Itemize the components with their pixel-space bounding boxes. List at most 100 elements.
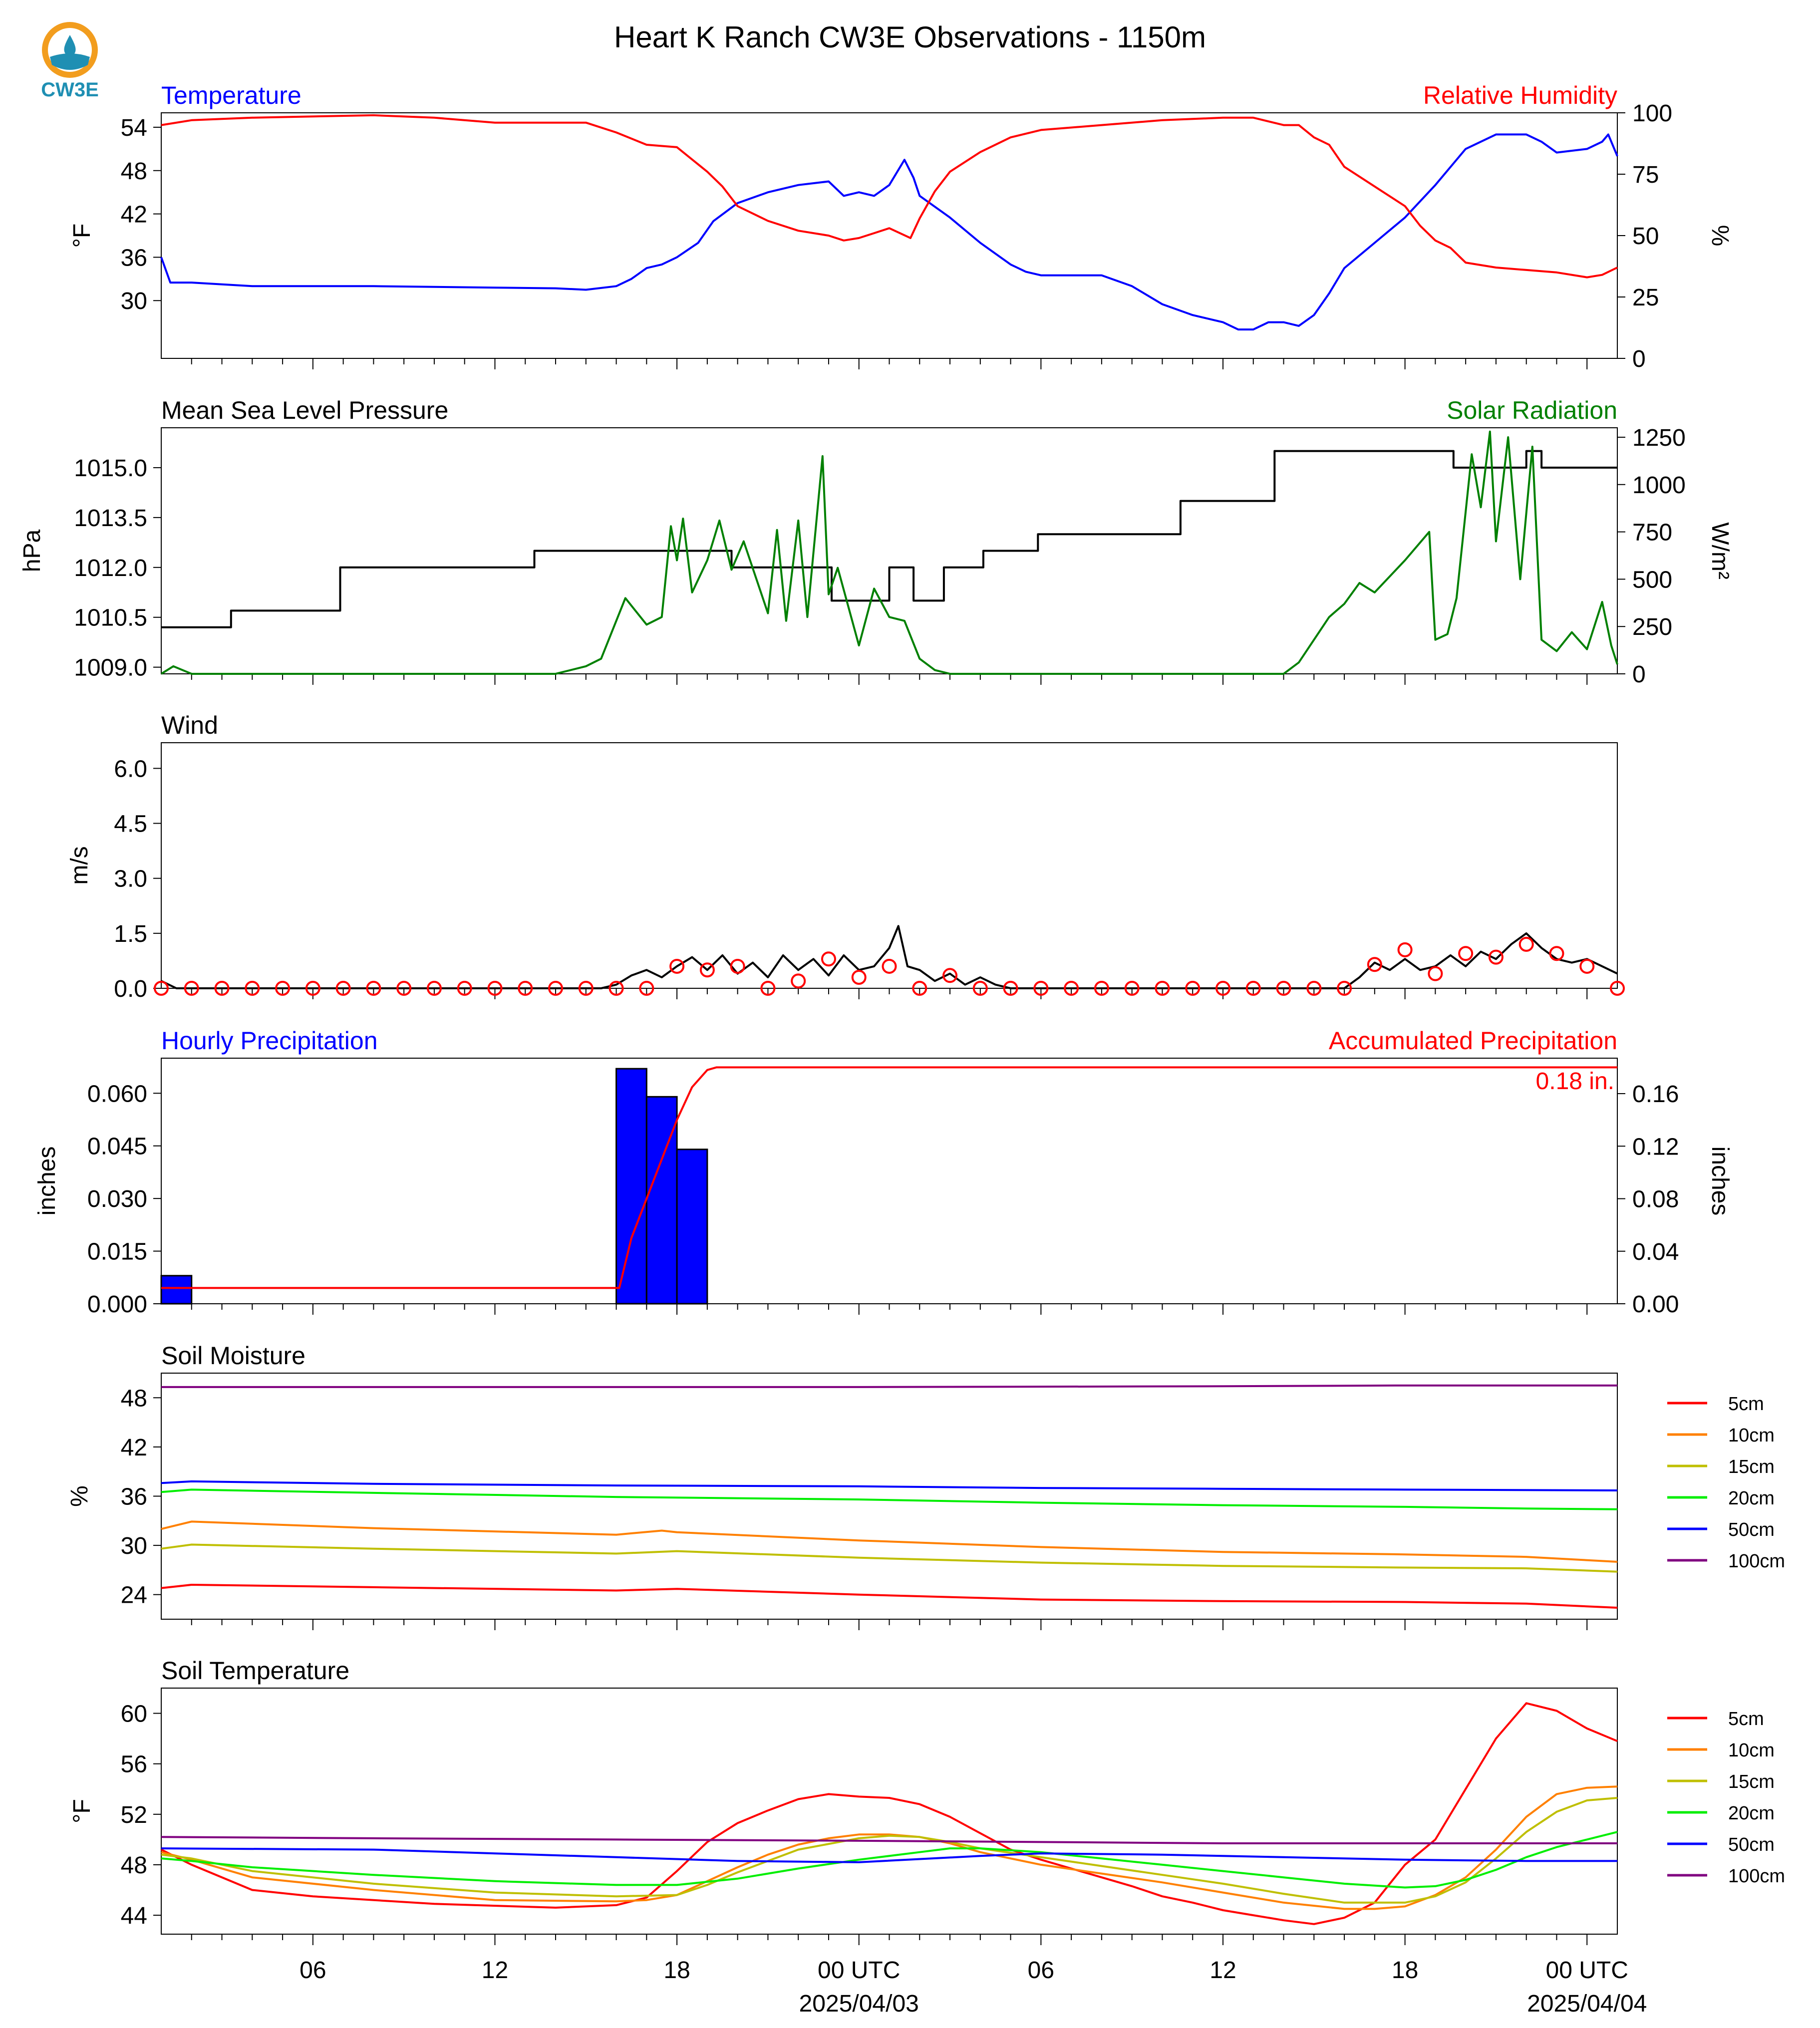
precip-bar: [160, 1275, 193, 1305]
y-axis-label: °F: [69, 224, 95, 248]
precip-bar: [615, 1068, 647, 1305]
y-tick-label: 36: [121, 1484, 147, 1510]
wind-marker: [426, 981, 442, 996]
y-tick-right-label: 0.16: [1632, 1081, 1679, 1108]
x-tick-label: 00 UTC: [818, 1957, 900, 1984]
wind-marker: [1397, 942, 1413, 957]
wind-marker: [1518, 936, 1534, 952]
y-tick-right-label: 500: [1632, 567, 1672, 593]
series-line-temperature: [160, 133, 1618, 331]
wind-marker: [1245, 981, 1261, 996]
wind-marker: [791, 973, 806, 989]
legend-label: 5cm: [1728, 1709, 1764, 1730]
wind-marker: [366, 981, 381, 996]
wind-marker: [1124, 981, 1140, 996]
series-line-5cm: [161, 1584, 1618, 1609]
y-tick-label: 30: [121, 288, 147, 314]
series-line-100cm: [161, 1836, 1617, 1844]
y-tick-label: 1.5: [114, 921, 147, 947]
wind-marker: [1185, 981, 1201, 996]
legend-label: 20cm: [1728, 1488, 1775, 1509]
panel-1: Temperature Relative Humidity 54 48 42 36 30 10…: [69, 81, 1733, 372]
x-tick-label: 18: [1392, 1957, 1418, 1984]
series-line-100cm: [161, 1384, 1617, 1388]
wind-marker: [1488, 949, 1504, 965]
wind-marker: [1003, 981, 1018, 996]
y-tick-right-label: 250: [1632, 614, 1672, 640]
y-tick-right-label: 0.12: [1632, 1134, 1679, 1160]
panel-right-title: Accumulated Precipitation: [1329, 1027, 1617, 1055]
wind-marker: [1458, 946, 1474, 961]
series-line-10cm: [161, 1785, 1618, 1910]
wind-marker: [396, 981, 412, 996]
precip-bar: [676, 1149, 708, 1305]
panel-right-title: Relative Humidity: [1423, 81, 1617, 109]
logo-drop-icon: [42, 22, 98, 78]
y-tick-label: 42: [121, 1435, 147, 1461]
legend-label: 50cm: [1728, 1519, 1775, 1540]
series-line-15cm: [161, 1543, 1618, 1573]
y-tick-label: 48: [121, 1852, 147, 1879]
x-tick-label: 06: [1028, 1957, 1054, 1984]
panel-3: Wind 6.0 4.5 3.0 1.5 0.0 m/s: [66, 711, 1625, 1002]
logo-text: CW3E: [41, 79, 99, 101]
y-tick-label: 24: [121, 1582, 147, 1609]
wind-marker: [1337, 981, 1352, 996]
series-line-mslp: [161, 450, 1617, 628]
x-tick-label: 12: [1210, 1957, 1236, 1984]
wind-marker: [972, 981, 988, 996]
legend-label: 10cm: [1728, 1425, 1775, 1446]
wind-marker: [882, 958, 897, 974]
wind-marker: [1155, 981, 1170, 996]
wind-marker: [214, 981, 230, 996]
wind-marker: [457, 981, 472, 996]
y-tick-label: 52: [121, 1802, 147, 1828]
wind-marker: [275, 981, 291, 996]
wind-marker: [1276, 981, 1291, 996]
series-line-20cm: [161, 1488, 1618, 1510]
wind-marker: [1033, 981, 1049, 996]
wind-marker: [1549, 946, 1564, 961]
y-axis-label: °F: [69, 1799, 95, 1823]
wind-marker: [1215, 981, 1230, 996]
y-tick-label: 0.0: [114, 976, 147, 1002]
wind-marker: [1367, 957, 1382, 972]
wind-marker: [699, 962, 715, 978]
x-tick-label: 12: [482, 1957, 508, 1984]
y-tick-right-label: 100: [1632, 100, 1672, 127]
series-line-20cm: [161, 1831, 1618, 1889]
precip-bar: [645, 1096, 678, 1305]
wind-marker: [154, 981, 169, 996]
y-tick-label: 1013.5: [74, 505, 147, 532]
y-tick-label: 54: [121, 115, 147, 141]
series-line-50cm: [161, 1480, 1618, 1491]
series-line-relative_humidity: [161, 114, 1618, 279]
y-tick-label: 0.060: [87, 1081, 147, 1107]
wind-marker: [1306, 981, 1322, 996]
y-tick-label: 6.0: [114, 756, 147, 782]
y-tick-label: 30: [121, 1533, 147, 1559]
y-tick-right-label: 75: [1632, 162, 1659, 188]
wind-marker: [730, 958, 745, 974]
y-tick-label: 3.0: [114, 866, 147, 892]
x-date-label: 2025/04/04: [1527, 1991, 1647, 2017]
y-tick-label: 1012.0: [74, 555, 147, 581]
y-tick-label: 1010.5: [74, 605, 147, 631]
y-tick-right-label: 1250: [1632, 425, 1686, 451]
y-axis-label: m/s: [66, 846, 93, 884]
series-line-wind_speed: [161, 925, 1618, 989]
y-axis-right-label: W/m²: [1707, 522, 1733, 579]
panel-left-title: Mean Sea Level Pressure: [161, 396, 448, 424]
legend-label: 100cm: [1728, 1866, 1785, 1887]
wind-marker: [335, 981, 351, 996]
wind-marker: [639, 981, 654, 996]
y-tick-label: 0.015: [87, 1239, 147, 1265]
legend-label: 100cm: [1728, 1551, 1785, 1572]
panel-5: Soil Moisture 48 42 36 30 24% 5cm 10cm 15cm 20cm 5…: [66, 1342, 1785, 1630]
y-tick-right-label: 0: [1632, 346, 1646, 372]
y-axis-right-label: %: [1707, 225, 1733, 247]
panel-4: Hourly Precipitation Accumulated Precipit…: [34, 1027, 1733, 1318]
wind-marker: [669, 958, 685, 974]
panel-left-title: Soil Temperature: [161, 1657, 349, 1685]
